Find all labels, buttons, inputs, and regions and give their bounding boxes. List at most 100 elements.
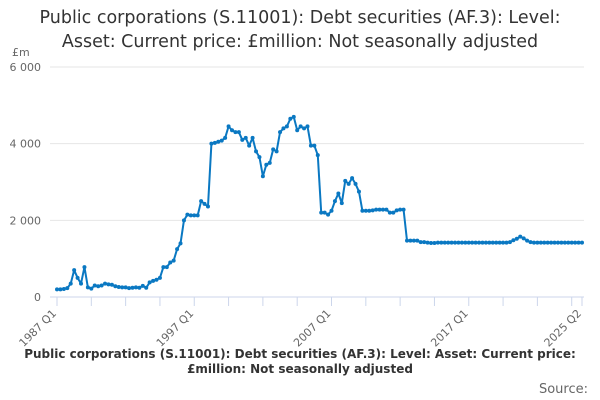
data-point (140, 283, 145, 288)
data-point (123, 285, 128, 290)
data-point (199, 199, 204, 204)
data-point (65, 286, 70, 291)
x-axis: 1987 Q1 1997 Q1 2007 Q1 2017 Q1 2025 Q2 (17, 296, 585, 350)
data-point (305, 124, 310, 129)
x-tick-label: 2025 Q2 (542, 307, 585, 350)
data-point (353, 181, 358, 186)
series-path (57, 115, 582, 291)
data-point (89, 286, 94, 291)
data-point (511, 238, 516, 243)
data-point (535, 240, 540, 245)
data-point (202, 201, 207, 206)
data-point (92, 283, 97, 288)
data-point (219, 138, 224, 143)
data-point (528, 240, 533, 245)
data-point (391, 210, 396, 215)
y-axis-ticks: 0 2 000 4 000 6 000 (10, 61, 42, 304)
x-tick-label: 2007 Q1 (291, 307, 334, 350)
data-point (401, 207, 406, 212)
data-point (439, 240, 444, 245)
data-point (446, 240, 451, 245)
data-point (147, 280, 152, 285)
data-point (459, 240, 464, 245)
x-tick-label: 1987 Q1 (17, 307, 60, 350)
data-point (271, 147, 276, 152)
data-point (442, 240, 447, 245)
data-point (497, 240, 502, 245)
data-point (518, 234, 523, 239)
data-point (350, 176, 355, 181)
data-point (308, 143, 313, 148)
data-point (257, 155, 262, 160)
data-point (494, 240, 499, 245)
data-point (466, 240, 471, 245)
data-point (233, 130, 238, 135)
data-point (387, 210, 392, 215)
data-point (480, 240, 485, 245)
data-point (171, 258, 176, 263)
data-point (319, 210, 324, 215)
data-point (398, 207, 403, 212)
data-point (312, 143, 317, 148)
data-point (525, 238, 530, 243)
data-point (240, 137, 245, 142)
data-point (477, 240, 482, 245)
data-point (75, 275, 80, 280)
data-point (422, 240, 427, 245)
gridlines (50, 66, 584, 221)
data-point (490, 240, 495, 245)
y-tick-label: 6 000 (10, 61, 42, 74)
data-point (151, 278, 156, 283)
data-point (374, 207, 379, 212)
data-point (504, 240, 509, 245)
y-axis-label: £m (12, 46, 30, 59)
data-point (329, 208, 334, 213)
data-point (164, 265, 169, 270)
data-point (133, 285, 138, 290)
data-point (103, 281, 108, 286)
source-label: Source: (538, 382, 588, 397)
data-point (538, 240, 543, 245)
data-point (367, 208, 372, 213)
data-point (113, 284, 118, 289)
data-point (99, 283, 104, 288)
data-point (274, 149, 279, 154)
data-point (339, 201, 344, 206)
data-point (487, 240, 492, 245)
data-point (243, 135, 248, 140)
data-point (154, 277, 159, 282)
data-point (82, 265, 87, 270)
data-point (384, 207, 389, 212)
data-point (281, 126, 286, 131)
data-point (55, 287, 59, 292)
data-point (435, 240, 440, 245)
data-point (531, 240, 536, 245)
x-tick-label: 1997 Q1 (154, 307, 197, 350)
data-point (96, 284, 101, 289)
data-point (332, 199, 337, 204)
data-point (394, 208, 399, 213)
data-point (295, 128, 300, 133)
data-point (580, 240, 584, 245)
data-point (463, 240, 468, 245)
data-point (418, 240, 423, 245)
data-point (501, 240, 506, 245)
data-point (555, 240, 560, 245)
data-point (116, 285, 121, 290)
data-point (453, 240, 458, 245)
data-point (363, 208, 368, 213)
y-tick-label: 4 000 (10, 138, 42, 151)
chart-caption: Public corporations (S.11001): Debt secu… (24, 347, 576, 376)
data-point (85, 285, 90, 290)
data-point (120, 285, 125, 290)
data-point (226, 124, 231, 129)
data-point (230, 128, 234, 133)
data-point (192, 213, 197, 218)
data-point (425, 240, 430, 245)
data-point (223, 135, 228, 140)
data-point (370, 208, 375, 213)
data-point (346, 181, 351, 186)
data-point (264, 162, 269, 167)
data-point (175, 247, 180, 252)
data-point (566, 240, 571, 245)
